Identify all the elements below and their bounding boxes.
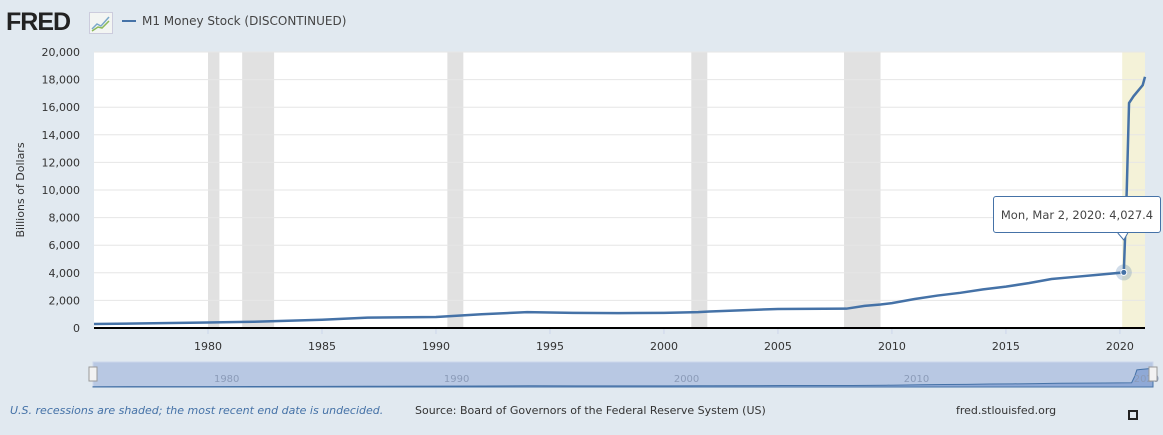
x-tick-label: 2010 bbox=[878, 340, 906, 353]
series-line bbox=[93, 76, 1147, 326]
tooltip-date: Mon, Mar 2, 2020: bbox=[1000, 208, 1106, 222]
fred-logo[interactable]: FRED bbox=[6, 8, 71, 36]
y-tick-label: 2,000 bbox=[49, 294, 81, 307]
tooltip-pointer bbox=[1117, 232, 1129, 241]
y-tick-label: 6,000 bbox=[49, 239, 81, 252]
navigator-series bbox=[92, 367, 1154, 388]
navigator-handle[interactable] bbox=[1148, 366, 1158, 382]
tooltip-value: 4,027.4 bbox=[1109, 208, 1154, 222]
chart-graph-icon bbox=[89, 12, 113, 34]
fred-url-link[interactable]: fred.stlouisfed.org bbox=[956, 404, 1057, 417]
y-tick-label: 8,000 bbox=[49, 212, 81, 225]
fullscreen-icon[interactable] bbox=[1128, 410, 1138, 420]
navigator-handle[interactable] bbox=[88, 366, 98, 382]
y-tick-label: 16,000 bbox=[42, 101, 81, 114]
x-tick-label: 2020 bbox=[1106, 340, 1134, 353]
y-tick-label: 4,000 bbox=[49, 267, 81, 280]
y-tick-label: 18,000 bbox=[42, 74, 81, 87]
x-tick-label: 2015 bbox=[992, 340, 1020, 353]
hover-point bbox=[1120, 268, 1128, 276]
source-text: Source: Board of Governors of the Federa… bbox=[415, 404, 766, 417]
recession-note: U.S. recessions are shaded; the most rec… bbox=[10, 404, 384, 417]
tooltip: Mon, Mar 2, 2020: 4,027.4 bbox=[993, 196, 1161, 233]
y-tick-label: 0 bbox=[73, 322, 80, 335]
y-axis-title: Billions of Dollars bbox=[14, 142, 27, 237]
y-tick-label: 14,000 bbox=[42, 129, 81, 142]
y-tick-label: 12,000 bbox=[42, 156, 81, 169]
y-tick-label: 20,000 bbox=[42, 46, 81, 59]
x-tick-label: 1995 bbox=[536, 340, 564, 353]
x-tick-label: 1980 bbox=[194, 340, 222, 353]
x-tick-label: 1985 bbox=[308, 340, 336, 353]
navigator-tick-label: 2010 bbox=[904, 374, 929, 385]
navigator-tick-label: 1980 bbox=[214, 374, 239, 385]
navigator-tick-label: 1990 bbox=[444, 374, 469, 385]
y-tick-label: 10,000 bbox=[42, 184, 81, 197]
navigator-tick-label: 2020 bbox=[1134, 374, 1159, 385]
legend-swatch bbox=[122, 20, 136, 22]
x-tick-label: 2000 bbox=[650, 340, 678, 353]
legend-label: M1 Money Stock (DISCONTINUED) bbox=[142, 14, 347, 28]
navigator-window bbox=[92, 361, 1154, 388]
x-tick-label: 1990 bbox=[422, 340, 450, 353]
legend-item[interactable]: M1 Money Stock (DISCONTINUED) bbox=[122, 14, 346, 28]
x-tick-label: 2005 bbox=[764, 340, 792, 353]
navigator-tick-label: 2000 bbox=[674, 374, 699, 385]
